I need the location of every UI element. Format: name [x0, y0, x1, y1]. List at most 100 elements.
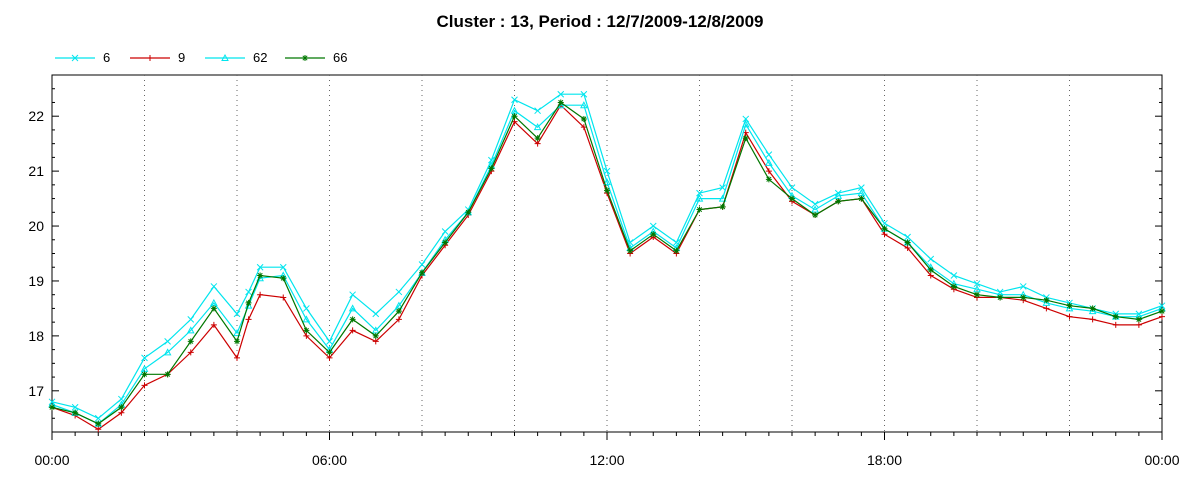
data-point [1159, 313, 1165, 320]
data-point [395, 288, 403, 296]
legend-label: 6 [103, 50, 111, 65]
data-point [419, 269, 425, 276]
data-point [1019, 283, 1027, 290]
data-point [1089, 316, 1096, 323]
data-point [372, 338, 379, 345]
data-point [442, 239, 449, 246]
x-tick-label: 00:00 [34, 452, 69, 468]
data-point [244, 301, 253, 309]
data-point [1088, 307, 1097, 315]
data-point [997, 294, 1004, 301]
data-point [418, 261, 426, 268]
chart-title: Cluster : 13, Period : 12/7/2009-12/8/20… [436, 12, 764, 31]
data-point [234, 354, 240, 361]
data-point [1043, 297, 1050, 304]
data-point [257, 272, 264, 279]
legend-label: 62 [253, 50, 268, 65]
data-point [1020, 294, 1027, 301]
data-point [141, 371, 148, 378]
data-point [186, 326, 195, 334]
data-point [534, 107, 541, 115]
data-point [94, 414, 102, 422]
data-point [1089, 305, 1096, 312]
data-point [348, 304, 357, 312]
data-point [534, 135, 541, 142]
data-point [349, 291, 356, 299]
x-tick-label: 00:00 [1144, 452, 1179, 468]
data-point [210, 305, 217, 312]
data-point [765, 158, 773, 166]
data-point [974, 291, 980, 298]
y-tick-label: 21 [28, 163, 44, 179]
data-point [95, 426, 102, 433]
data-point [533, 123, 542, 131]
data-point [696, 189, 703, 197]
data-point [580, 101, 588, 109]
legend-label: 66 [333, 50, 348, 65]
data-point [326, 349, 333, 356]
plot-frame [51, 74, 1163, 433]
data-point [164, 338, 171, 345]
data-point [695, 194, 704, 202]
data-point [465, 209, 472, 216]
data-point [233, 329, 241, 337]
data-point [788, 184, 796, 191]
data-point [950, 283, 957, 290]
data-point [118, 409, 125, 416]
data-point [372, 310, 380, 318]
data-point [1066, 313, 1073, 320]
data-point [118, 404, 125, 411]
data-point [858, 195, 865, 202]
data-point [303, 332, 310, 339]
data-point [245, 288, 252, 296]
data-point [1043, 305, 1050, 312]
data-point [280, 275, 287, 282]
data-point [395, 308, 402, 315]
x-tick-label: 06:00 [312, 452, 347, 468]
data-point [1112, 321, 1119, 328]
data-point [673, 247, 680, 254]
data-point [603, 178, 611, 186]
data-point [234, 338, 240, 345]
data-point [557, 99, 564, 106]
data-point [603, 167, 611, 175]
data-point [1066, 302, 1073, 309]
data-point [765, 176, 772, 183]
data-point [580, 124, 587, 131]
data-point [789, 195, 795, 202]
data-point [1135, 316, 1142, 323]
y-tick-label: 19 [28, 273, 44, 289]
legend-swatch [285, 55, 325, 61]
data-point [257, 291, 264, 298]
legend-swatch [205, 53, 245, 61]
data-point [604, 187, 610, 194]
data-point [441, 228, 449, 235]
data-point [245, 299, 252, 306]
data-point [741, 120, 750, 128]
data-point [835, 198, 842, 205]
data-point [742, 115, 750, 123]
data-point [141, 382, 148, 389]
data-point [904, 233, 911, 241]
data-point [927, 272, 934, 279]
data-point [279, 263, 287, 271]
data-point [534, 140, 541, 147]
series-6 [48, 90, 1166, 422]
data-point [649, 222, 657, 230]
legend-marker [71, 54, 79, 62]
data-point [349, 327, 356, 334]
data-point [904, 239, 911, 246]
series-9 [49, 102, 1165, 433]
data-point [696, 206, 703, 213]
y-tick-label: 18 [28, 328, 44, 344]
data-point [511, 96, 518, 104]
data-point [950, 272, 958, 279]
data-point [557, 90, 565, 98]
data-point [164, 371, 171, 378]
series-line [51, 104, 1163, 425]
data-point [881, 231, 888, 238]
series-66 [49, 99, 1165, 427]
data-point [233, 310, 241, 318]
y-tick-label: 22 [28, 108, 44, 124]
